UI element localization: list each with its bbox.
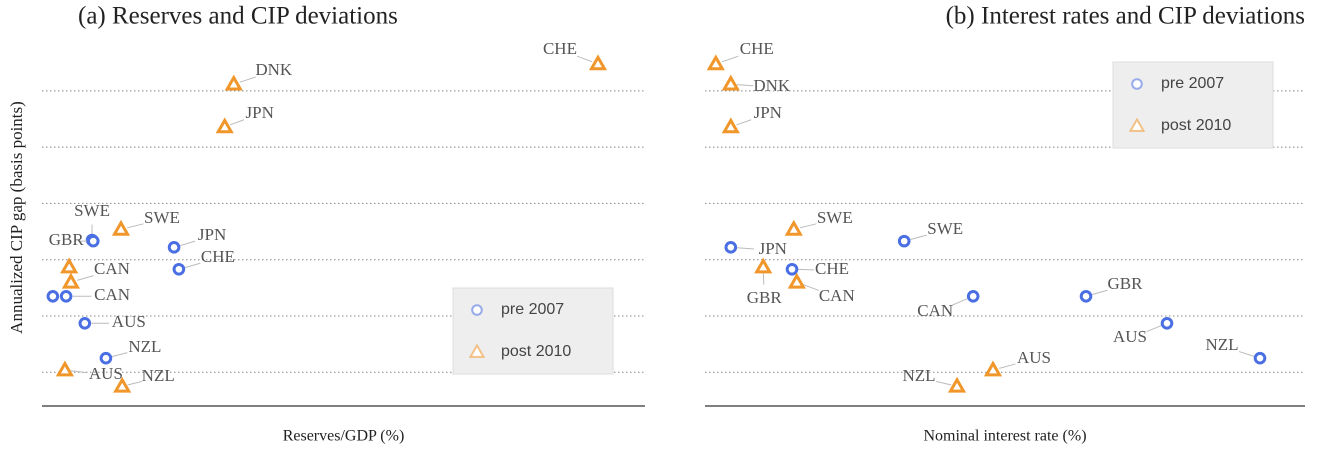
data-point [224, 74, 243, 91]
legend-marker [1128, 117, 1146, 132]
leader-line [184, 262, 201, 269]
leader-line [736, 119, 752, 126]
y-axis-label: Annualized CIP gap (basis points) [7, 101, 26, 334]
leader-line [229, 119, 245, 126]
data-point [787, 272, 806, 289]
point-label: NZL [902, 366, 935, 385]
data-point [167, 241, 181, 254]
leader-line [576, 55, 593, 63]
data-point [215, 117, 234, 134]
leader-line [127, 223, 144, 229]
leader-line [239, 76, 256, 83]
point-label: AUS [89, 364, 123, 383]
data-point [897, 234, 911, 248]
legend-label: post 2010 [501, 343, 571, 360]
point-label: JPN [754, 103, 782, 122]
data-point [947, 376, 967, 393]
chart-title: (b) Interest rates and CIP deviations [946, 3, 1305, 30]
point-label: JPN [246, 103, 274, 122]
leader-line [1238, 351, 1255, 357]
data-point [113, 376, 132, 393]
leader-line [76, 275, 94, 281]
point-label: SWE [927, 219, 963, 238]
data-point [784, 219, 803, 236]
data-point [966, 289, 980, 303]
point-label: GBR [49, 230, 85, 249]
data-point [721, 74, 740, 91]
data-point [59, 289, 73, 303]
data-point [983, 360, 1003, 377]
legend-label: post 2010 [1161, 117, 1231, 134]
data-point [86, 234, 100, 248]
data-point [1079, 289, 1093, 303]
legend-marker [1131, 78, 1143, 90]
legend-box [452, 287, 614, 375]
point-label: AUS [1017, 348, 1051, 367]
legend-marker [468, 343, 486, 358]
legend-box [1112, 61, 1274, 149]
x-axis-label: Reserves/GDP (%) [283, 428, 405, 445]
point-label: CHE [543, 39, 577, 58]
point-label: NZL [1205, 335, 1238, 354]
data-point [1160, 316, 1174, 330]
data-point [706, 54, 725, 71]
point-label: DNK [753, 76, 791, 95]
leader-line [721, 55, 739, 63]
point-label: DNK [255, 60, 293, 79]
point-label: CHE [201, 247, 235, 266]
point-label: JPN [759, 239, 787, 258]
leader-line [935, 380, 952, 386]
data-point [99, 351, 113, 365]
point-label: NZL [128, 337, 161, 356]
leader-line [736, 84, 754, 87]
point-label: GBR [1108, 274, 1144, 293]
point-label: CAN [917, 301, 953, 320]
legend-label: pre 2007 [501, 301, 564, 318]
data-point [588, 54, 608, 71]
point-label: AUS [112, 312, 146, 331]
leader-line [999, 363, 1016, 369]
leader-line [910, 234, 927, 240]
data-point [61, 272, 81, 289]
data-point [172, 262, 186, 276]
leader-line [802, 283, 819, 291]
chart-title: (a) Reserves and CIP deviations [78, 3, 398, 30]
leader-line [952, 298, 968, 306]
data-point [785, 262, 799, 276]
point-label: JPN [198, 225, 226, 244]
data-point [78, 316, 92, 330]
x-axis-label: Nominal interest rate (%) [923, 428, 1086, 445]
leader-line [799, 223, 817, 229]
point-label: GBR [747, 288, 783, 307]
data-point [754, 257, 773, 274]
leader-line [111, 352, 128, 358]
point-label: SWE [144, 208, 180, 227]
point-label: CAN [94, 259, 130, 278]
leader-line [737, 247, 754, 250]
data-point [60, 257, 79, 274]
point-label: NZL [142, 366, 175, 385]
data-point [724, 241, 738, 254]
legend-marker [471, 304, 483, 316]
data-point [46, 289, 60, 303]
leader-line [1091, 289, 1108, 296]
point-label: SWE [74, 201, 110, 220]
data-point [55, 360, 74, 377]
data-point [721, 117, 740, 134]
point-label: AUS [1113, 327, 1147, 346]
point-label: CHE [740, 39, 774, 58]
data-point [1253, 351, 1267, 365]
leader-line [179, 240, 196, 247]
point-label: CAN [94, 285, 130, 304]
legend-label: pre 2007 [1161, 75, 1224, 92]
point-label: CAN [819, 286, 855, 305]
point-label: CHE [815, 259, 849, 278]
point-label: SWE [817, 208, 853, 227]
leader-line [71, 370, 88, 374]
leader-line [127, 380, 143, 386]
leader-line [1146, 325, 1162, 332]
data-point [111, 219, 131, 236]
